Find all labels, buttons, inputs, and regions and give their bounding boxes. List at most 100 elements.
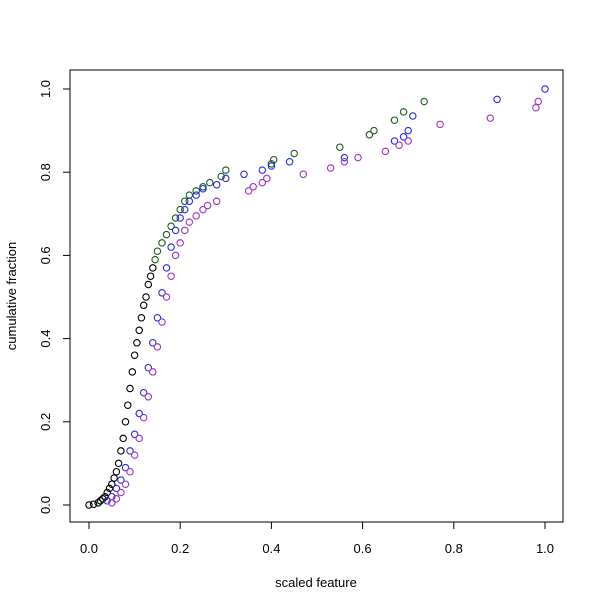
data-point-series-2 (399, 108, 408, 116)
data-point-series-2 (171, 214, 180, 222)
data-point-series-3 (103, 497, 111, 505)
data-point-series-2 (192, 187, 200, 195)
data-point-series-3 (162, 264, 171, 272)
data-point-series-2 (420, 97, 428, 106)
x-axis-title: scaled feature (275, 575, 357, 590)
y-tick-label: 0.2 (38, 413, 53, 431)
x-axis: 0.0 0.2 0.4 0.6 0.8 1.0 (80, 521, 554, 556)
data-point-series-3 (121, 463, 130, 472)
data-point-series-2 (336, 143, 344, 151)
data-point-series-3 (258, 166, 267, 174)
data-point-series-2 (365, 131, 374, 139)
data-point-series-3 (192, 191, 200, 199)
x-tick-label: 0.0 (80, 541, 98, 556)
data-point-series-3 (176, 214, 184, 222)
data-point-series-3 (285, 158, 294, 166)
data-point-series-1 (110, 474, 118, 482)
data-point-series-4 (326, 164, 335, 172)
x-tick-label: 0.8 (445, 541, 463, 556)
data-point-series-2 (181, 197, 189, 206)
y-axis-title: cumulative fraction (4, 242, 19, 350)
data-point-series-2 (269, 155, 278, 164)
x-tick-label: 0.2 (171, 541, 189, 556)
data-point-series-1 (89, 500, 98, 508)
data-point-series-4 (299, 170, 308, 179)
data-point-series-1 (112, 467, 121, 476)
data-point-series-3 (399, 133, 408, 141)
data-point-series-1 (124, 401, 132, 409)
data-point-series-1 (117, 447, 125, 455)
data-point-series-4 (203, 201, 212, 210)
data-points (85, 85, 549, 509)
data-point-series-4 (381, 147, 390, 156)
data-point-series-4 (167, 272, 175, 280)
data-point-series-3 (171, 226, 180, 235)
data-point-series-4 (534, 97, 542, 106)
data-point-series-1 (135, 326, 143, 335)
data-point-series-4 (404, 137, 412, 145)
data-point-series-2 (199, 183, 207, 191)
data-point-series-4 (149, 368, 157, 376)
data-point-series-3 (493, 95, 501, 104)
data-point-series-2 (206, 178, 214, 187)
data-point-series-3 (112, 484, 121, 493)
data-point-series-2 (290, 149, 298, 158)
data-point-series-3 (340, 153, 349, 162)
y-tick-label: 1.0 (38, 80, 53, 98)
data-point-series-1 (137, 314, 146, 322)
data-point-series-1 (114, 459, 123, 468)
data-point-series-2 (162, 230, 171, 239)
data-point-series-2 (222, 166, 230, 174)
data-point-series-1 (142, 293, 150, 301)
data-point-series-1 (121, 418, 130, 426)
data-point-series-4 (486, 114, 495, 122)
data-point-series-3 (149, 339, 157, 347)
data-point-series-1 (130, 351, 139, 359)
data-point-series-4 (135, 434, 143, 443)
data-point-series-3 (212, 180, 221, 189)
data-point-series-3 (130, 430, 139, 439)
x-tick-label: 0.4 (262, 541, 280, 556)
data-point-series-4 (112, 495, 121, 503)
y-tick-label: 0.8 (38, 163, 53, 181)
data-point-series-4 (244, 187, 253, 195)
data-point-series-3 (135, 409, 143, 418)
data-point-series-4 (162, 293, 171, 301)
data-point-series-1 (144, 280, 153, 289)
data-point-series-4 (139, 413, 148, 422)
data-point-series-1 (103, 488, 111, 497)
data-point-series-4 (117, 488, 125, 497)
y-axis: 0.0 0.2 0.4 0.6 0.8 1.0 (38, 80, 71, 514)
data-point-series-3 (409, 112, 417, 120)
data-point-series-4 (130, 451, 139, 459)
data-point-series-3 (541, 85, 549, 93)
data-point-series-4 (436, 120, 444, 129)
data-point-series-1 (149, 264, 157, 272)
data-point-series-1 (133, 339, 141, 347)
data-point-series-2 (390, 116, 399, 124)
data-point-series-3 (117, 476, 125, 484)
data-point-series-4 (176, 239, 184, 247)
data-point-series-4 (181, 226, 189, 235)
data-point-series-4 (171, 251, 180, 260)
data-point-series-2 (267, 160, 276, 168)
data-point-series-3 (390, 137, 399, 145)
y-tick-label: 0.0 (38, 496, 53, 514)
data-point-series-3 (185, 197, 194, 206)
data-point-series-1 (119, 434, 127, 443)
data-point-series-4 (185, 218, 194, 226)
data-point-series-3 (167, 243, 175, 251)
data-point-series-3 (404, 126, 412, 135)
data-point-series-3 (199, 185, 207, 193)
data-point-series-4 (212, 197, 221, 206)
data-point-series-4 (249, 183, 257, 191)
data-point-series-4 (192, 212, 200, 220)
data-point-series-3 (181, 205, 189, 214)
x-tick-label: 1.0 (536, 541, 554, 556)
data-point-series-4 (199, 205, 207, 214)
data-point-series-4 (158, 318, 166, 326)
data-point-series-1 (94, 499, 102, 507)
data-point-series-2 (158, 239, 166, 247)
